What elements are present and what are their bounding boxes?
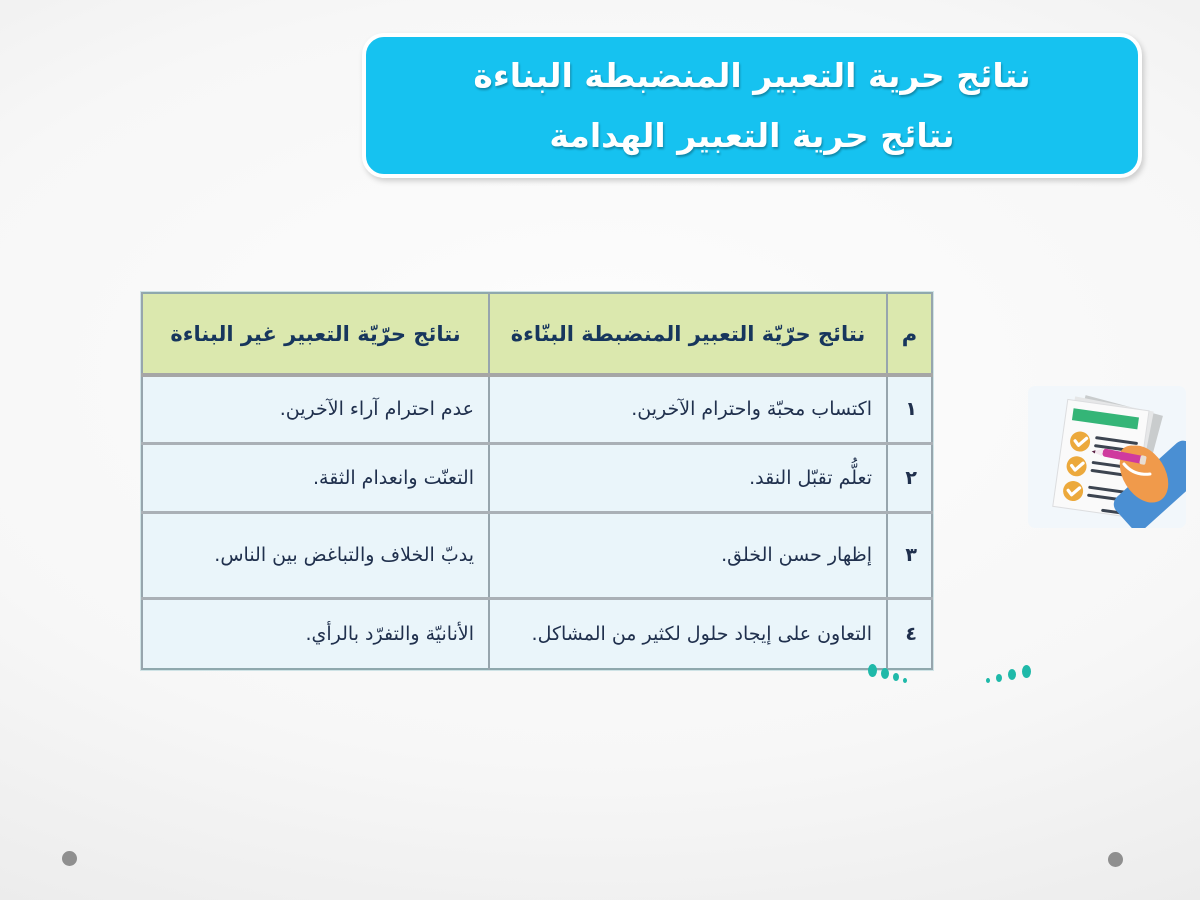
destructive-cell: يدبّ الخلاف والتباغض بين الناس. (141, 512, 490, 598)
checklist-writing-icon (1028, 386, 1200, 531)
results-comparison-table: م نتائج حرّيّة التعبير المنضبطة البنّاءة… (141, 292, 933, 670)
header-constructive-column: نتائج حرّيّة التعبير المنضبطة البنّاءة (488, 293, 888, 377)
slide-title-line2: نتائج حرية التعبير الهدامة (549, 115, 955, 155)
row-number: ٢ (886, 443, 933, 512)
constructive-cell: اكتساب محبّة واحترام الآخرين. (488, 375, 888, 443)
bottom-left-dot (62, 851, 77, 866)
destructive-cell: التعنّت وانعدام الثقة. (141, 443, 490, 512)
header-number-column: م (886, 293, 933, 377)
table-header-row: م نتائج حرّيّة التعبير المنضبطة البنّاءة… (141, 293, 933, 377)
destructive-cell: الأنانيّة والتفرّد بالرأي. (141, 598, 490, 669)
slide-title-banner: نتائج حرية التعبير المنضبطة البناءة نتائ… (362, 33, 1142, 178)
slide-title-line1: نتائج حرية التعبير المنضبطة البناءة (473, 56, 1031, 96)
bottom-right-dot (1108, 852, 1123, 867)
header-destructive-column: نتائج حرّيّة التعبير غير البناءة (141, 293, 490, 377)
table-row: ٢ تعلُّم تقبّل النقد. التعنّت وانعدام ال… (141, 443, 933, 512)
table-row: ١ اكتساب محبّة واحترام الآخرين. عدم احتر… (141, 375, 933, 443)
constructive-cell: إظهار حسن الخلق. (488, 512, 888, 598)
constructive-cell: التعاون على إيجاد حلول لكثير من المشاكل. (488, 598, 888, 669)
row-number: ٣ (886, 512, 933, 598)
row-number: ١ (886, 375, 933, 443)
destructive-cell: عدم احترام آراء الآخرين. (141, 375, 490, 443)
table-row: ٤ التعاون على إيجاد حلول لكثير من المشاك… (141, 598, 933, 669)
row-number: ٤ (886, 598, 933, 669)
constructive-cell: تعلُّم تقبّل النقد. (488, 443, 888, 512)
table-row: ٣ إظهار حسن الخلق. يدبّ الخلاف والتباغض … (141, 512, 933, 598)
